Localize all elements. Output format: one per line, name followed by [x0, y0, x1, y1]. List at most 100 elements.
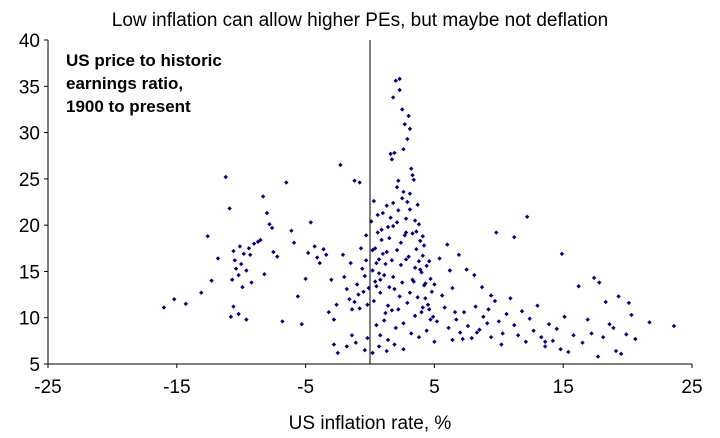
data-point — [299, 321, 304, 327]
data-point — [465, 323, 471, 329]
data-point — [456, 252, 462, 257]
data-point — [531, 328, 536, 333]
data-point — [385, 224, 391, 230]
data-point — [401, 189, 406, 195]
data-point — [410, 172, 415, 178]
data-point — [437, 256, 442, 261]
data-point — [352, 299, 357, 305]
data-point — [485, 321, 490, 326]
data-point — [400, 280, 405, 285]
data-point — [418, 238, 423, 244]
data-point — [618, 351, 624, 357]
data-point — [406, 113, 411, 119]
data-point — [454, 317, 459, 322]
data-point — [205, 234, 210, 239]
data-point — [244, 317, 249, 322]
data-point — [370, 350, 375, 356]
chart-ticks: 5 10 15 20 25 30 35 40 -25 -15 -5 5 15 25 — [19, 31, 703, 398]
data-point — [240, 284, 245, 290]
data-point — [607, 321, 612, 327]
data-point — [524, 214, 530, 220]
data-point — [406, 254, 411, 259]
data-point — [424, 263, 429, 269]
data-point — [344, 286, 350, 292]
data-point — [233, 266, 239, 271]
data-point — [331, 342, 337, 347]
data-point — [374, 284, 379, 289]
data-point — [403, 257, 409, 262]
y-tick-label: 25 — [19, 170, 40, 191]
data-point — [248, 252, 253, 257]
data-point — [411, 279, 416, 284]
data-point — [227, 206, 232, 211]
data-point — [432, 282, 437, 287]
data-point — [260, 194, 266, 199]
data-point — [381, 272, 387, 278]
data-point — [432, 339, 437, 344]
data-point — [295, 294, 301, 299]
data-point — [394, 220, 400, 225]
data-point — [494, 230, 499, 235]
data-point — [375, 230, 380, 235]
data-point — [452, 309, 458, 315]
data-point — [275, 254, 280, 259]
data-point — [488, 293, 494, 298]
data-point — [486, 307, 491, 312]
data-point — [374, 260, 379, 266]
data-point — [400, 196, 405, 201]
data-point — [172, 297, 177, 302]
data-point — [347, 297, 352, 302]
data-point — [246, 246, 252, 251]
data-point — [308, 220, 313, 225]
data-point — [334, 302, 339, 307]
data-point — [321, 247, 326, 252]
data-point — [384, 249, 389, 255]
data-point — [338, 162, 343, 168]
data-point — [429, 289, 435, 294]
data-point — [376, 257, 382, 262]
data-point — [559, 251, 565, 257]
data-point — [411, 177, 416, 182]
data-point — [420, 305, 426, 310]
data-point — [416, 259, 422, 264]
data-point — [357, 306, 362, 311]
data-point — [363, 233, 369, 238]
data-point — [303, 276, 308, 282]
data-point — [385, 337, 391, 343]
data-point — [384, 348, 389, 354]
data-point — [390, 200, 396, 206]
data-point — [546, 321, 552, 327]
data-point — [504, 311, 509, 317]
data-point — [361, 289, 366, 294]
data-point — [624, 332, 629, 337]
data-point — [331, 317, 337, 322]
data-point — [421, 243, 427, 248]
x-tick-label: 5 — [429, 377, 440, 398]
data-point — [427, 307, 432, 312]
data-point — [499, 342, 504, 347]
data-point — [434, 319, 440, 324]
data-point — [267, 222, 272, 227]
data-point — [428, 317, 433, 322]
data-point — [372, 279, 378, 284]
data-point — [356, 292, 361, 297]
data-point — [291, 240, 297, 245]
data-point — [414, 229, 419, 234]
data-point — [542, 344, 548, 349]
data-point — [633, 336, 638, 342]
data-point — [317, 260, 322, 266]
data-point — [269, 225, 275, 231]
data-point — [591, 275, 597, 281]
data-point — [450, 337, 455, 343]
data-point — [401, 346, 406, 352]
data-point — [393, 78, 398, 83]
data-point — [629, 312, 634, 318]
data-point — [428, 276, 433, 282]
data-point — [419, 309, 424, 315]
data-point — [305, 250, 311, 256]
data-point — [611, 325, 616, 331]
data-point — [626, 300, 632, 306]
data-point — [512, 234, 517, 240]
data-point — [396, 208, 401, 213]
data-point — [237, 244, 243, 249]
